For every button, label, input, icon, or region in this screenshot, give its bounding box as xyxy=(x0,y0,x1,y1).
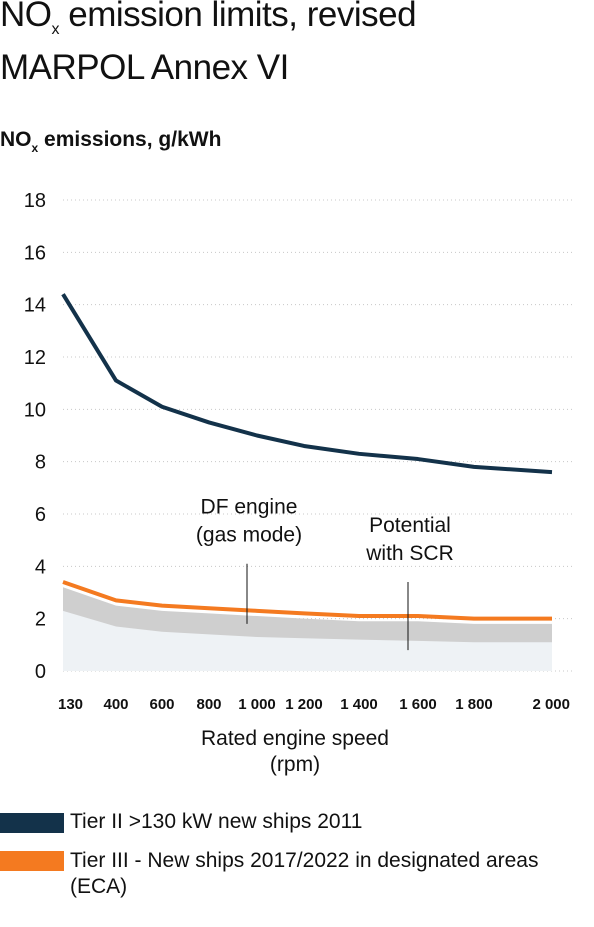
y-tick-label: 10 xyxy=(24,399,46,421)
series-lines xyxy=(61,293,553,621)
x-tick-label: 130 xyxy=(58,696,83,713)
x-tick-label: 2 000 xyxy=(532,696,570,713)
legend-swatch-tier3 xyxy=(0,851,64,871)
x-tick-labels: 130 400 600 800 1 000 1 200 1 400 1 600 1 800 2 0… xyxy=(58,696,570,713)
x-tick-label: 400 xyxy=(103,696,128,713)
y-tick-label: 18 xyxy=(24,190,46,212)
x-tick-label: 1 200 xyxy=(285,696,323,713)
x-tick-label: 600 xyxy=(149,696,174,713)
y-tick-label: 4 xyxy=(35,556,46,578)
x-tick-label: 1 000 xyxy=(238,696,276,713)
annotation-scr: with SCR xyxy=(365,542,454,565)
annotation-scr: Potential xyxy=(369,514,451,537)
scr-potential-band xyxy=(63,610,552,671)
legend-swatch-tier2 xyxy=(0,813,64,833)
legend-label: Tier III - New ships 2017/2022 in design… xyxy=(70,849,539,898)
annotation-df-engine: DF engine xyxy=(201,496,298,519)
tier3-line xyxy=(62,580,552,621)
x-tick-label: 1 600 xyxy=(399,696,437,713)
y-tick-label: 14 xyxy=(24,295,46,317)
x-tick-label: 1 400 xyxy=(340,696,378,713)
emission-chart: DF engine (gas mode) Potential with SCR 0 2 4… xyxy=(24,190,573,713)
legend-label: Tier II >130 kW new ships 2011 xyxy=(70,810,363,833)
area-bands xyxy=(63,587,552,671)
annotations: DF engine (gas mode) Potential with SCR xyxy=(196,496,454,651)
y-axis-label: NOx emissions, g/kWh xyxy=(0,128,222,155)
x-axis-label: Rated engine speed (rpm) xyxy=(201,727,389,776)
y-tick-label: 8 xyxy=(35,452,46,474)
tier2-line xyxy=(61,293,553,475)
y-tick-label: 0 xyxy=(35,661,46,683)
y-tick-labels: 0 2 4 6 8 10 12 14 16 18 xyxy=(24,190,46,683)
chart-title: NOx emission limits, revised MARPOL Annex… xyxy=(0,0,417,87)
y-tick-label: 6 xyxy=(35,504,46,526)
y-tick-label: 2 xyxy=(35,609,46,631)
y-tick-label: 12 xyxy=(24,347,46,369)
y-tick-label: 16 xyxy=(24,242,46,264)
x-tick-label: 800 xyxy=(196,696,221,713)
grid-lines xyxy=(63,199,573,672)
x-tick-label: 1 800 xyxy=(455,696,493,713)
annotation-df-engine: (gas mode) xyxy=(196,524,302,547)
